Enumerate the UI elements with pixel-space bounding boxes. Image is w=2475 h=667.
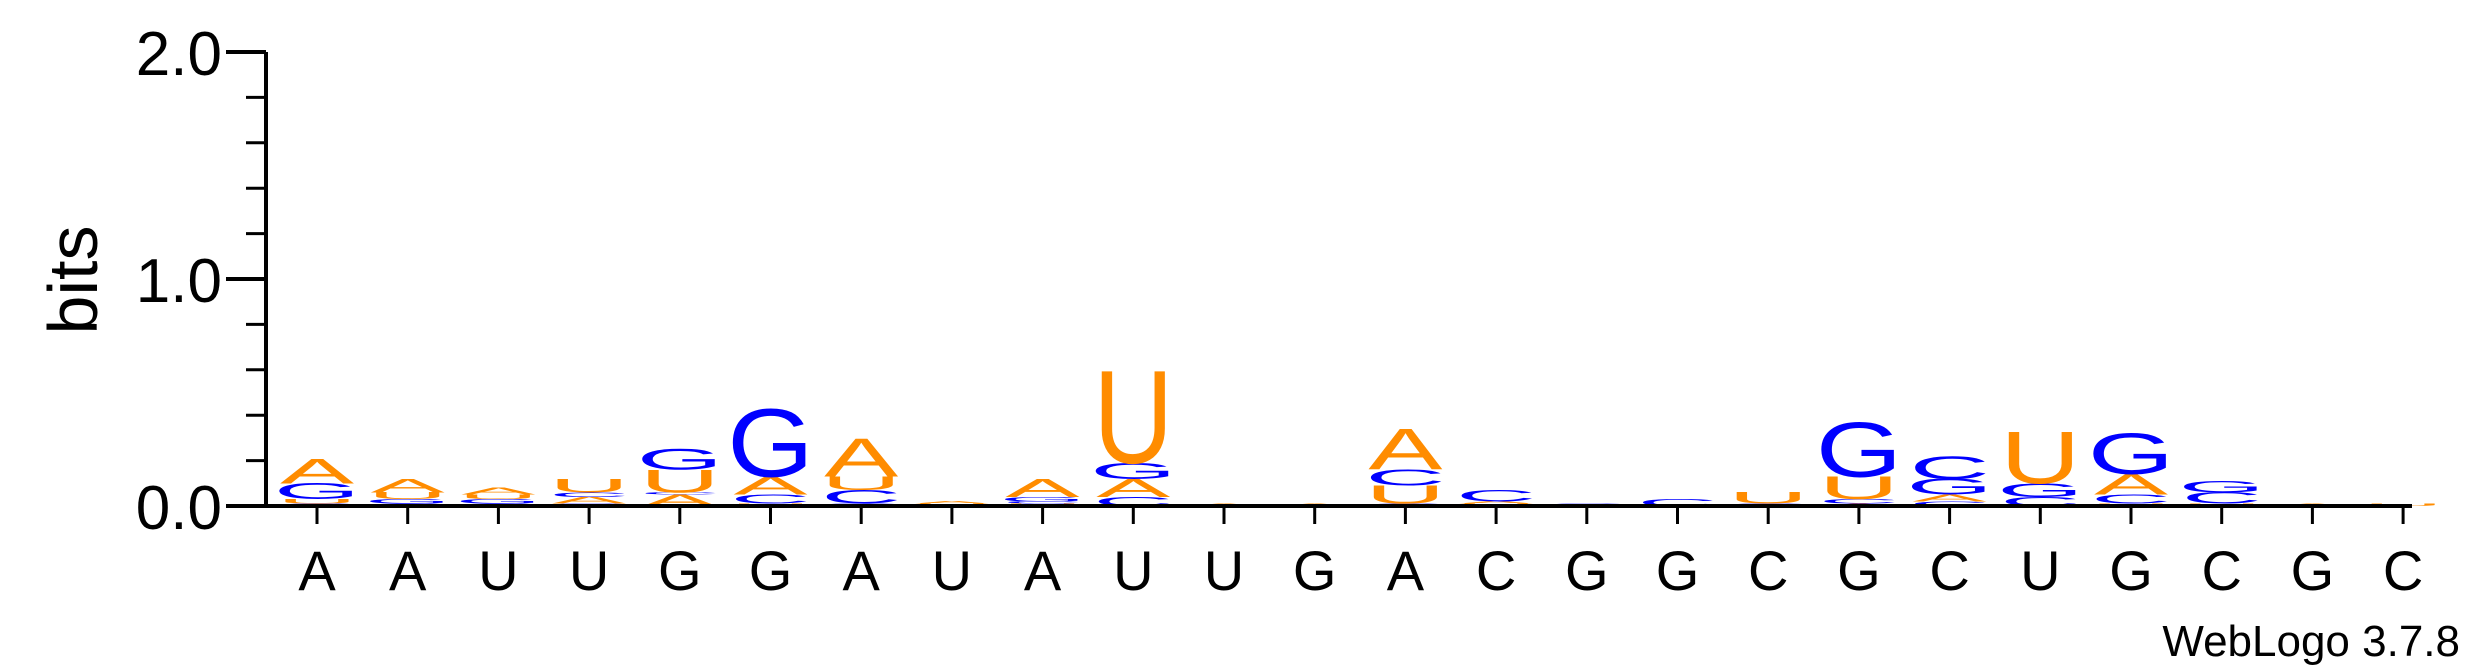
x-tick-label: G	[1293, 539, 1337, 602]
x-tick-label: A	[843, 539, 881, 602]
logo-letter-A: A	[2094, 468, 2169, 501]
x-tick-label: G	[2291, 539, 2335, 602]
x-tick-label: U	[2020, 539, 2060, 602]
x-tick-label: U	[1204, 539, 1244, 602]
x-tick-label: A	[1024, 539, 1062, 602]
y-tick-label: 0.0	[136, 474, 222, 543]
logo-letter-G: G	[1816, 407, 1902, 494]
logo-letter-A: A	[733, 471, 807, 500]
logo-letter-A: A	[824, 427, 899, 489]
logo-letter-G: G	[1906, 474, 1992, 499]
logo-letter-A: A	[461, 486, 536, 497]
x-tick-label: G	[749, 539, 793, 602]
logo-letter-A: A	[1368, 417, 1443, 482]
logo-letter-A: A	[552, 495, 627, 506]
x-tick-label: G	[2109, 539, 2153, 602]
logo-letter-A: A	[1006, 474, 1080, 503]
logo-letter-G: G	[1090, 458, 1176, 483]
logo-letter-U: U	[277, 498, 357, 505]
logo-letter-C: C	[730, 492, 810, 507]
logo-letter-C: C	[1456, 487, 1536, 505]
x-tick-label: C	[1929, 539, 1969, 602]
logo-letter-A: A	[915, 501, 990, 505]
logo-letter-C: C	[1637, 497, 1717, 508]
x-tick-label: G	[1837, 539, 1881, 602]
x-tick-label: C	[1476, 539, 1516, 602]
logo-letter-C: C	[1909, 500, 1989, 507]
logo-letter-C: C	[1002, 501, 1082, 505]
x-tick-label: A	[298, 539, 336, 602]
logo-letter-A: A	[1459, 501, 1534, 505]
logo-letter-G: G	[455, 498, 541, 505]
x-tick-label: U	[569, 539, 609, 602]
logo-letter-G: G	[364, 498, 450, 505]
x-tick-label: U	[478, 539, 518, 602]
logo-letter-A: A	[1913, 493, 1988, 504]
logo-letter-U: U	[1728, 489, 1808, 507]
logo-letter-A: A	[1096, 474, 1170, 503]
logo-letter-C: C	[821, 486, 901, 508]
logo-letter-C: C	[1365, 465, 1445, 490]
logo-letter-U: U	[821, 473, 901, 495]
x-tick-label: U	[932, 539, 972, 602]
x-tick-label: C	[2383, 539, 2423, 602]
x-tick-label: A	[389, 539, 427, 602]
logo-letter-G: G	[274, 479, 360, 504]
logo-letter-G: G	[637, 443, 723, 476]
x-tick-label: G	[1656, 539, 1700, 602]
logo-letter-C: C	[640, 492, 720, 496]
logo-letter-G: G	[1997, 479, 2083, 501]
y-tick-label: 1.0	[136, 247, 222, 316]
logo-letter-C: C	[2091, 492, 2171, 507]
footer-version: WebLogo 3.7.8	[2162, 617, 2460, 666]
logo-letter-A: A	[280, 451, 354, 491]
x-tick-label: G	[1565, 539, 1609, 602]
logo-letter-A: A	[371, 475, 446, 497]
x-tick-label: C	[2201, 539, 2241, 602]
logo-letter-C: C	[2182, 489, 2262, 507]
logo-letter-U: U	[549, 475, 629, 497]
logo-letter-G: G	[2178, 478, 2264, 496]
logo-letter-G: G	[999, 496, 1085, 503]
logo-letter-U: U	[1819, 470, 1899, 506]
logo-letter-U: U	[640, 463, 720, 499]
logo-letter-U: U	[458, 493, 538, 500]
x-tick-label: U	[1113, 539, 1153, 602]
logo-letter-U: U	[1093, 342, 1173, 491]
y-axis: 0.0 1.0 2.0	[136, 20, 266, 543]
logo-letter-G: G	[727, 389, 813, 498]
x-tick-label: G	[658, 539, 702, 602]
logo-letter-G: G	[2088, 422, 2174, 487]
logo-letter-C: C	[1819, 498, 1899, 505]
logo-letter-U: U	[368, 490, 448, 501]
y-tick-label: 2.0	[136, 20, 222, 89]
logo-letter-U: U	[2000, 416, 2080, 500]
x-tick-label: C	[1748, 539, 1788, 602]
x-tick-label: A	[1387, 539, 1425, 602]
y-axis-label: bits	[34, 226, 112, 335]
logo-stacks: CUGACGUACGUAGACUACUGUCAGGCUAUAUCGACAGUAA…	[274, 342, 2443, 509]
logo-letter-C: C	[549, 491, 629, 498]
logo-letter-C: C	[1909, 450, 1989, 486]
